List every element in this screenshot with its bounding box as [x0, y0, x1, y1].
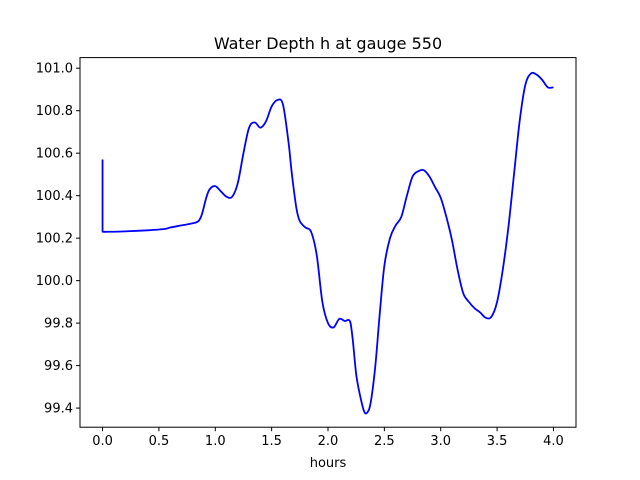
x-tick-label: 4.0 — [543, 434, 564, 449]
plot-area — [101, 71, 554, 415]
x-tick-label: 3.5 — [487, 434, 508, 449]
y-tick-label: 100.8 — [36, 104, 73, 119]
y-tick-label: 100.2 — [36, 232, 73, 247]
x-tick-label: 0.0 — [92, 434, 113, 449]
y-tick-label: 99.8 — [44, 317, 73, 332]
chart-title: Water Depth h at gauge 550 — [214, 34, 442, 53]
x-tick-label: 2.5 — [374, 434, 395, 449]
x-tick-label: 1.0 — [205, 434, 226, 449]
x-tick-label: 1.5 — [261, 434, 282, 449]
y-tick-label: 101.0 — [36, 62, 73, 77]
x-axis-label: hours — [310, 456, 347, 471]
series-line — [101, 71, 554, 415]
x-tick-label: 3.0 — [430, 434, 451, 449]
y-tick-label: 99.6 — [44, 359, 73, 374]
x-tick-label: 0.5 — [149, 434, 170, 449]
y-tick-label: 99.4 — [44, 402, 73, 417]
y-tick-label: 100.6 — [36, 147, 73, 162]
x-tick-label: 2.0 — [318, 434, 339, 449]
x-axis: 0.0 0.5 1.0 1.5 2.0 2.5 3.0 3.5 4.0 — [92, 427, 564, 449]
y-tick-label: 100.4 — [36, 189, 73, 204]
plot-frame — [79, 57, 577, 428]
y-tick-label: 100.0 — [36, 274, 73, 289]
y-axis: 99.4 99.6 99.8 100.0 100.2 100.4 100.6 100.8 101… — [36, 62, 80, 417]
